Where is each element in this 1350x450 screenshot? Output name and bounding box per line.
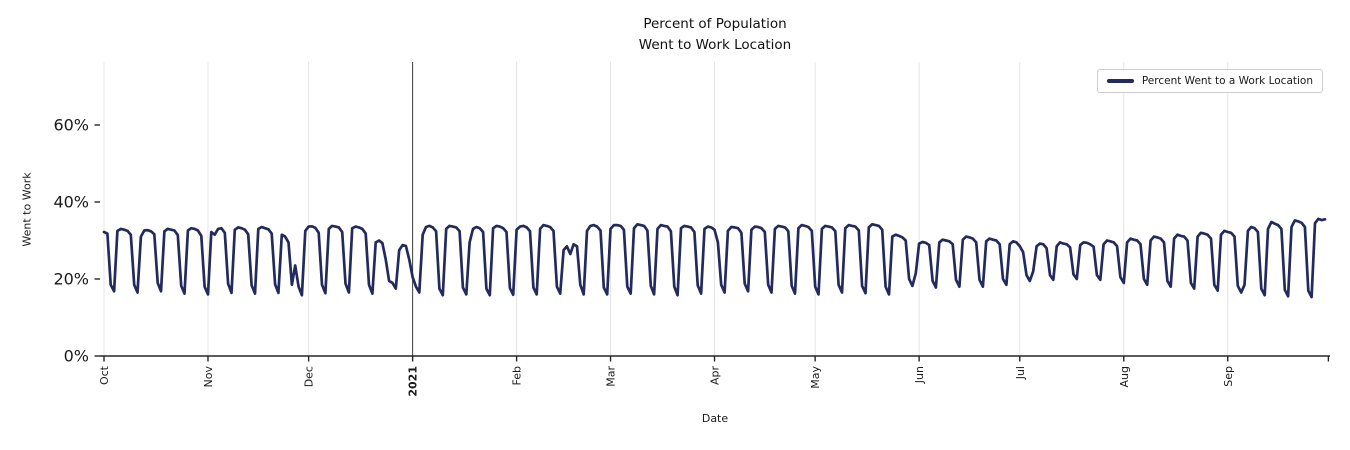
chart-title-line1: Percent of Population bbox=[643, 16, 787, 32]
x-tick-label: Feb bbox=[511, 366, 524, 385]
x-tick-label: Mar bbox=[605, 366, 618, 387]
x-tick-label: Sep bbox=[1222, 366, 1235, 387]
x-tick-label: Aug bbox=[1118, 366, 1131, 387]
y-axis-label: Went to Work bbox=[20, 172, 34, 247]
x-tick-label: Apr bbox=[709, 366, 722, 386]
y-tick-label: 20% bbox=[53, 270, 89, 289]
legend-line-swatch bbox=[1106, 79, 1134, 83]
chart-title-line2: Went to Work Location bbox=[638, 37, 792, 53]
legend-label: Percent Went to a Work Location bbox=[1141, 75, 1313, 87]
x-tick-label: Jul bbox=[1014, 366, 1027, 380]
x-tick-label: Oct bbox=[98, 365, 111, 385]
x-tick-label: Dec bbox=[303, 366, 316, 387]
y-tick-label: 60% bbox=[53, 116, 89, 135]
chart-title: Percent of Population Went to Work Locat… bbox=[100, 14, 1330, 56]
x-tick-label: 2021 bbox=[407, 366, 420, 397]
series-line bbox=[102, 217, 1327, 299]
x-tick-label: May bbox=[809, 366, 822, 389]
y-tick-label: 40% bbox=[53, 193, 89, 212]
x-axis-label: Date bbox=[701, 412, 729, 425]
x-tick-label: Jun bbox=[913, 366, 926, 384]
y-tick-label: 0% bbox=[64, 347, 89, 366]
legend: Percent Went to a Work Location bbox=[1096, 69, 1323, 93]
x-tick-label: Nov bbox=[202, 366, 215, 388]
